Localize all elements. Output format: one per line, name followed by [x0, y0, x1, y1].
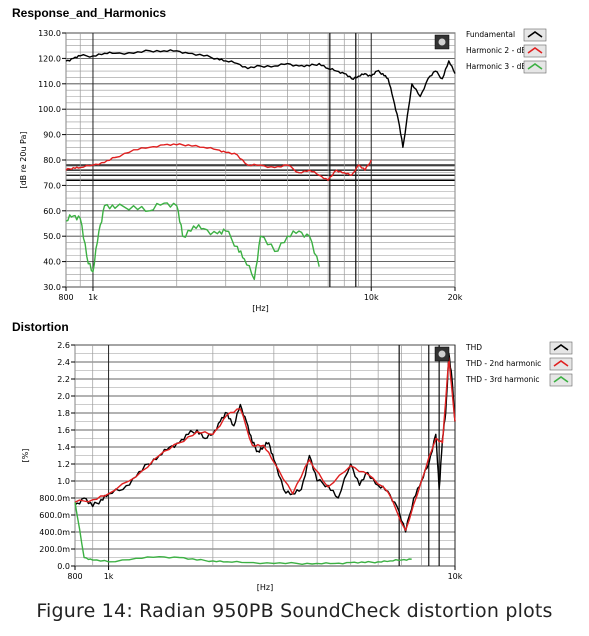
y-tick-label: 40.0 [43, 258, 61, 267]
legend-swatch [549, 341, 573, 355]
legend-swatch-line [553, 376, 569, 383]
y-tick-label: 50.0 [43, 232, 61, 241]
y-tick-label: 1.4 [57, 443, 70, 452]
y-tick-label: 200.0m [39, 545, 70, 554]
legend-swatch-line [553, 360, 569, 367]
plot-camera-icon [434, 346, 450, 362]
response-chart-title: Response_and_Harmonics [12, 6, 167, 20]
y-tick-label: 1.0 [57, 477, 70, 486]
y-tick-label: 2.2 [57, 375, 70, 384]
y-tick-label: 120.0 [38, 54, 61, 63]
figure-caption: Figure 14: Radian 950PB SoundCheck disto… [36, 600, 553, 622]
legend: THD THD - 2nd harmonic THD - 3rd harmonic [465, 341, 573, 387]
legend-entry: Harmonic 2 - dBSPL [466, 46, 541, 55]
grid-lines [65, 32, 456, 288]
distortion-chart-title: Distortion [12, 320, 69, 334]
series-line [65, 202, 320, 281]
series-line [74, 502, 412, 565]
x-tick-label: 1k [88, 293, 98, 302]
y-axis-label: [dB re 20u Pa] [19, 131, 28, 188]
y-axis-label: [%] [21, 449, 30, 463]
legend-entry: THD [465, 343, 482, 352]
legend-swatch-line [527, 47, 543, 54]
series-line [74, 357, 456, 531]
x-tick-label: 10k [364, 293, 379, 302]
y-tick-label: 70.0 [43, 181, 61, 190]
y-tick-label: 0.0 [57, 562, 70, 571]
y-tick-label: 110.0 [38, 80, 61, 89]
legend-swatch [523, 60, 547, 74]
legend-entry: Fundamental [466, 30, 515, 39]
x-tick-label: 1k [104, 572, 114, 581]
y-tick-label: 1.2 [57, 460, 70, 469]
legend-entry: THD - 3rd harmonic [465, 375, 540, 384]
legend-swatch [523, 44, 547, 58]
legend-swatch-line [527, 31, 543, 38]
series-line [65, 143, 372, 181]
y-tick-label: 800.0m [39, 494, 70, 503]
x-tick-label: 800 [67, 572, 82, 581]
x-tick-label: 10k [448, 572, 463, 581]
legend-entry: Harmonic 3 - dBSPL [466, 62, 541, 71]
y-tick-label: 130.0 [38, 29, 61, 38]
y-tick-label: 90.0 [43, 131, 61, 140]
distortion-chart: 0.0 200.0m 400.0m 600.0m 800.0m 1.0 1.2 1.4 1.6 1… [21, 341, 573, 592]
legend-swatch [549, 373, 573, 387]
plot-camera-icon [434, 34, 450, 50]
series-line [65, 49, 456, 148]
y-tick-label: 600.0m [39, 511, 70, 520]
x-tick-label: 20k [448, 293, 463, 302]
y-tick-label: 2.4 [57, 358, 70, 367]
y-tick-label: 100.0 [38, 105, 61, 114]
response-chart: 30.0 40.0 50.0 60.0 70.0 80.0 90.0 100.0 110.0 12… [19, 28, 547, 313]
legend-swatch-line [527, 63, 543, 70]
y-tick-label: 30.0 [43, 283, 61, 292]
legend: Fundamental Harmonic 2 - dBSPL Harmonic 3 … [466, 28, 547, 74]
x-axis-label: [Hz] [252, 304, 268, 313]
legend-swatch [549, 357, 573, 371]
legend-swatch [523, 28, 547, 42]
legend-swatch-line [553, 344, 569, 351]
legend-entry: THD - 2nd harmonic [465, 359, 541, 368]
y-tick-label: 80.0 [43, 156, 61, 165]
x-tick-label: 800 [58, 293, 73, 302]
y-tick-label: 1.8 [57, 409, 70, 418]
y-tick-label: 60.0 [43, 207, 61, 216]
y-tick-label: 2.6 [57, 341, 70, 350]
x-axis-label: [Hz] [257, 583, 273, 592]
y-tick-label: 2.0 [57, 392, 70, 401]
grid-lines [74, 344, 456, 567]
y-tick-label: 1.6 [57, 426, 70, 435]
y-tick-label: 400.0m [39, 528, 70, 537]
